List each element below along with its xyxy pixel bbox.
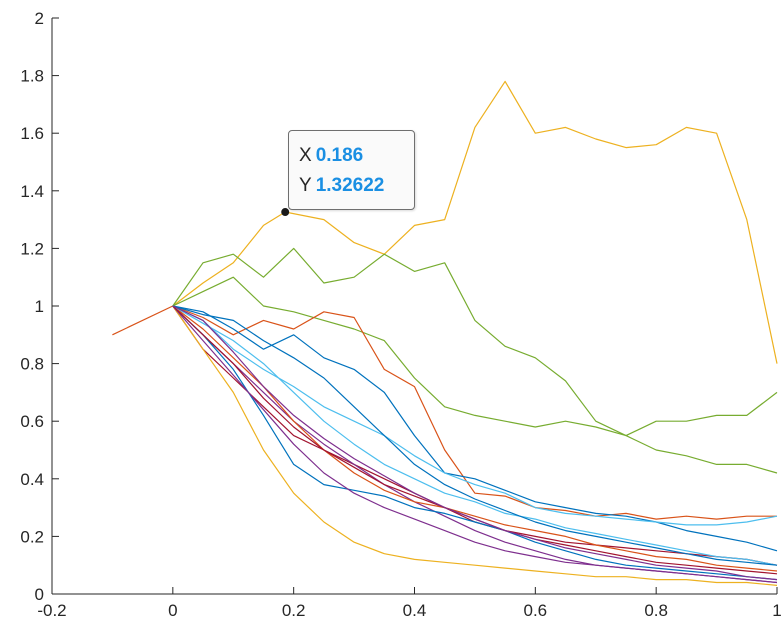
series-lines — [112, 80, 778, 586]
datatip-x-value: 0.186 — [315, 145, 364, 166]
series-line-9[interactable] — [172, 305, 778, 584]
x-tick-label: 0.4 — [403, 601, 427, 620]
series-line-15[interactable] — [172, 305, 778, 575]
series-line-6[interactable] — [172, 305, 778, 552]
datatip-marker[interactable] — [281, 208, 290, 217]
datatip[interactable]: X 0.186 Y 1.32622 — [288, 130, 415, 210]
y-tick-label: 1.8 — [20, 67, 44, 86]
datatip-x-row: X 0.186 — [299, 145, 363, 167]
x-tick-label: 0.2 — [282, 601, 306, 620]
datatip-y-label: Y — [299, 175, 312, 196]
y-tick-label: 1.2 — [20, 239, 44, 258]
series-line-4[interactable] — [172, 276, 778, 474]
y-tick-label: 0 — [35, 585, 44, 604]
datatip-y-value: 1.32622 — [315, 175, 385, 196]
y-tick-label: 1 — [35, 297, 44, 316]
series-line-3[interactable] — [172, 247, 778, 437]
x-tick-label: -0.2 — [37, 601, 66, 620]
series-line-16[interactable] — [172, 305, 778, 566]
x-tick-label: 0 — [168, 601, 177, 620]
x-axis-ticks: -0.2 0 0.2 0.4 0.6 0.8 1 — [37, 587, 782, 620]
y-tick-label: 1.6 — [20, 124, 44, 143]
datatip-y-row: Y 1.32622 — [299, 175, 384, 197]
y-tick-label: 1.4 — [20, 182, 44, 201]
series-line-11[interactable] — [172, 305, 778, 581]
series-line-2[interactable] — [172, 80, 778, 364]
x-tick-label: 1 — [772, 601, 781, 620]
y-tick-label: 0.2 — [20, 527, 44, 546]
series-line-1[interactable] — [112, 305, 174, 336]
series-line-13[interactable] — [172, 305, 778, 584]
y-tick-label: 2 — [35, 9, 44, 28]
y-tick-label: 0.4 — [20, 470, 44, 489]
series-line-5[interactable] — [172, 305, 777, 520]
datatip-x-label: X — [299, 145, 312, 166]
y-tick-label: 0.6 — [20, 412, 44, 431]
series-line-14[interactable] — [172, 305, 778, 566]
series-line-10[interactable] — [172, 305, 778, 586]
y-axis-ticks: 0 0.2 0.4 0.6 0.8 1 1.2 1.4 1.6 1.8 2 — [20, 9, 59, 604]
y-tick-label: 0.8 — [20, 355, 44, 374]
series-line-7[interactable] — [172, 305, 778, 526]
series-line-8[interactable] — [172, 305, 778, 566]
series-line-17[interactable] — [172, 305, 778, 581]
x-tick-label: 0.6 — [524, 601, 548, 620]
x-tick-label: 0.8 — [644, 601, 668, 620]
series-line-12[interactable] — [172, 305, 778, 572]
